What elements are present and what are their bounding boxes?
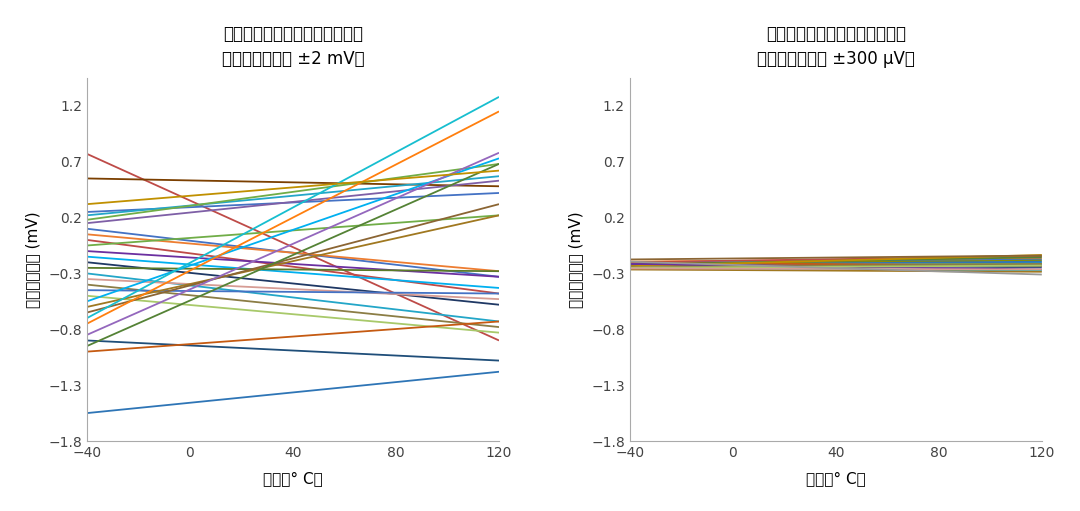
Y-axis label: 输入失调电压 (mV): 输入失调电压 (mV) [568, 211, 583, 308]
Title: 输入失调电压与温度间的关系，
无斩波（最大值 ±2 mV）: 输入失调电压与温度间的关系， 无斩波（最大值 ±2 mV） [221, 25, 364, 68]
Y-axis label: 输入失调电压 (mV): 输入失调电压 (mV) [25, 211, 40, 308]
X-axis label: 温度（° C）: 温度（° C） [806, 471, 866, 486]
Title: 输入失调电压与温度间的关系，
有斩波（最大值 ±300 μV）: 输入失调电压与温度间的关系， 有斩波（最大值 ±300 μV） [757, 25, 915, 68]
X-axis label: 温度（° C）: 温度（° C） [264, 471, 323, 486]
